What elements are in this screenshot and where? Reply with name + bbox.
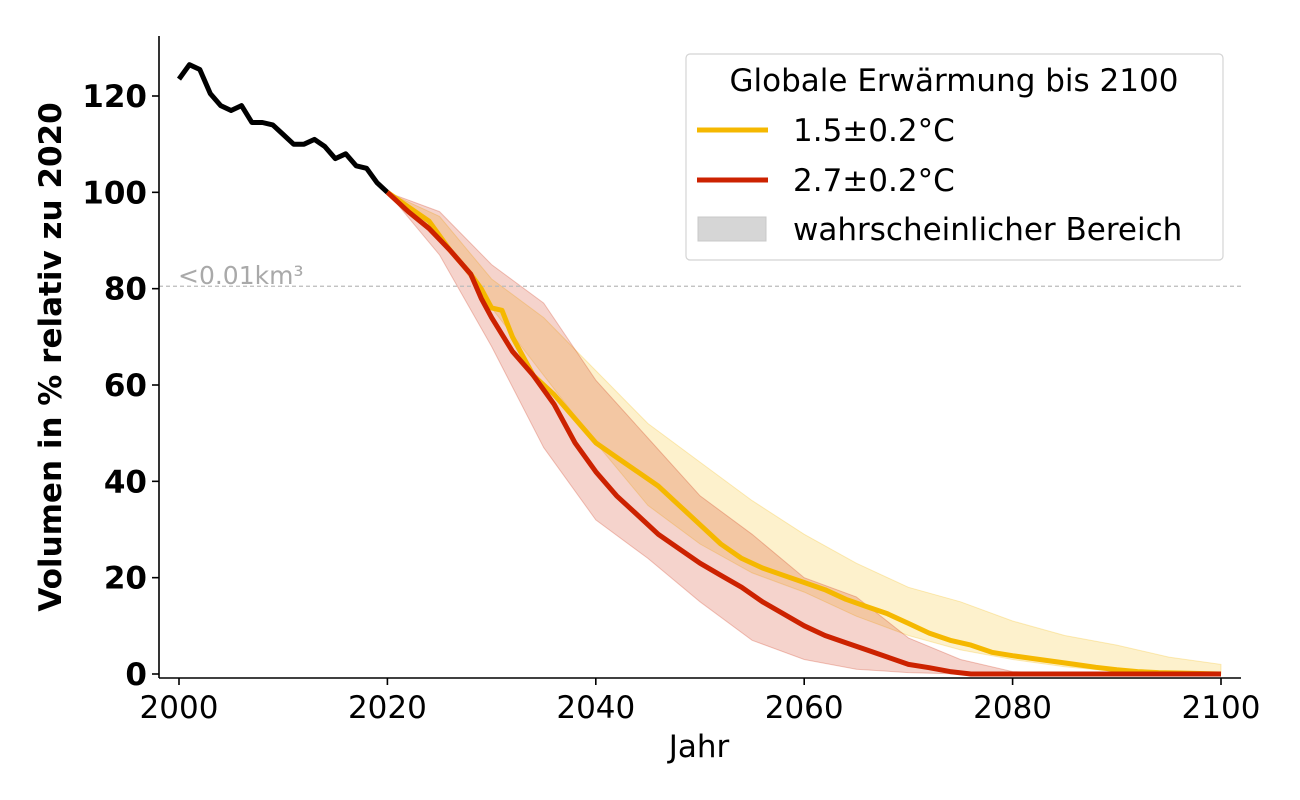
legend-label-range: wahrscheinlicher Bereich (793, 212, 1182, 248)
series-line-2-7 (385, 190, 1221, 677)
series-line-historical (176, 62, 390, 195)
y-axis-label: Volumen in % relativ zu 2020 (33, 102, 69, 611)
y-tick-label: 120 (82, 79, 147, 115)
legend-title: Globale Erwärmung bis 2100 (730, 63, 1179, 99)
bands-layer (385, 191, 1222, 675)
legend-swatch-range (697, 216, 767, 242)
legend-frame (685, 53, 1224, 261)
axes (158, 36, 1241, 679)
x-tick-label: 2060 (765, 690, 844, 726)
x-axis-label: Jahr (667, 729, 730, 765)
x-tick-label: 2000 (140, 690, 219, 726)
series-line-1-5 (385, 190, 1222, 677)
band-2-7 (385, 191, 1221, 675)
y-tick-label: 60 (104, 368, 147, 404)
reference-line-label: <0.01km³ (178, 261, 303, 290)
x-tick-label: 2080 (973, 690, 1052, 726)
y-tick-label: 40 (104, 464, 147, 500)
y-tick-label: 20 (104, 561, 147, 597)
y-tick-label: 0 (125, 657, 147, 693)
y-tick-label: 80 (104, 272, 147, 308)
x-tick-label: 2100 (1182, 690, 1261, 726)
x-tick-label: 2020 (348, 690, 427, 726)
y-tick-label: 100 (82, 175, 147, 211)
band-1-5 (387, 191, 1222, 675)
legend: Globale Erwärmung bis 2100 1.5±0.2°C 2.7… (685, 53, 1224, 261)
lines-layer (176, 62, 1222, 677)
x-tick-label: 2040 (556, 690, 635, 726)
legend-label-2-7: 2.7±0.2°C (793, 163, 955, 199)
legend-label-1-5: 1.5±0.2°C (793, 113, 955, 149)
